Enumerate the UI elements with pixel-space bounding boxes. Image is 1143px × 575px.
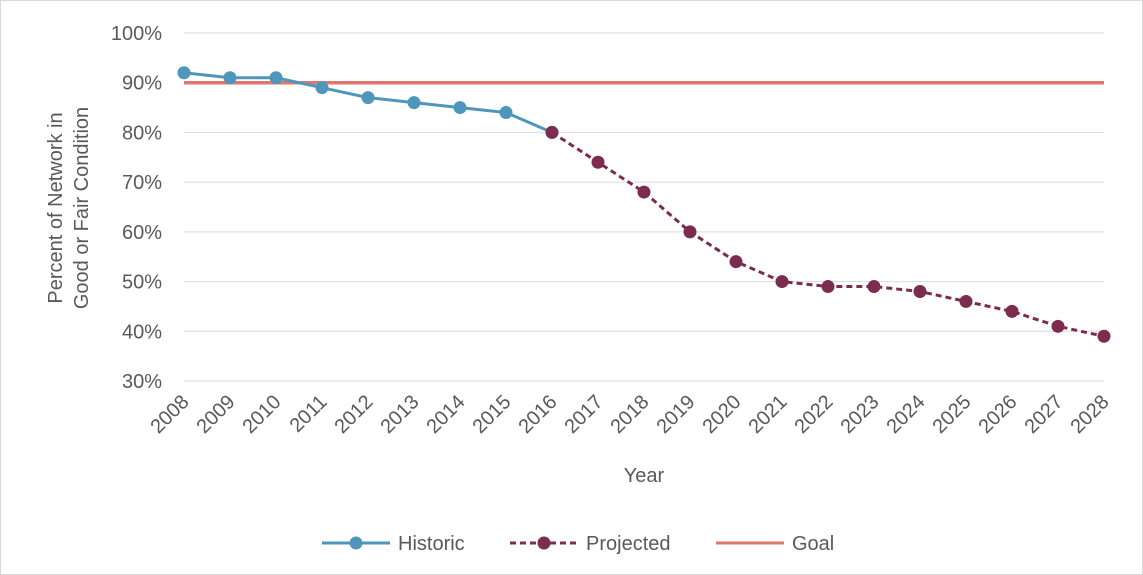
y-tick-label: 80% bbox=[122, 122, 162, 144]
x-tick-label: 2010 bbox=[239, 391, 286, 438]
x-tick-label: 2012 bbox=[331, 391, 378, 438]
gridlines bbox=[184, 32, 1104, 332]
x-tick-label: 2018 bbox=[607, 391, 654, 438]
y-tick-label: 60% bbox=[122, 222, 162, 244]
x-tick-label: 2011 bbox=[286, 391, 332, 437]
projected-data-point bbox=[1051, 319, 1065, 333]
historic-data-point bbox=[407, 96, 421, 110]
y-tick-label: 50% bbox=[122, 272, 162, 294]
x-tick-label: 2025 bbox=[929, 391, 976, 438]
x-tick-label: 2022 bbox=[791, 391, 838, 438]
series-markers bbox=[177, 66, 1111, 343]
x-tick-label: 2009 bbox=[193, 391, 240, 438]
historic-legend-label: Historic bbox=[398, 533, 465, 555]
projected-data-point bbox=[1005, 304, 1019, 318]
y-axis-title-line1: Percent of Network in bbox=[45, 112, 67, 303]
goal-legend-label: Goal bbox=[792, 533, 834, 555]
projected-data-point bbox=[821, 280, 835, 294]
historic-legend-marker bbox=[349, 536, 363, 550]
historic-data-point bbox=[453, 101, 467, 115]
y-axis-title-line2: Good or Fair Condition bbox=[71, 107, 93, 309]
projected-data-point bbox=[545, 125, 559, 139]
projected-data-point bbox=[867, 280, 881, 294]
y-tick-label: 90% bbox=[122, 73, 162, 95]
x-tick-label: 2026 bbox=[975, 391, 1022, 438]
historic-data-point bbox=[361, 91, 375, 105]
projected-data-point bbox=[637, 185, 651, 199]
y-tick-label: 100% bbox=[111, 23, 162, 45]
historic-data-point bbox=[315, 81, 329, 95]
projected-data-point bbox=[913, 285, 927, 299]
y-tick-label: 30% bbox=[122, 371, 162, 393]
x-tick-label: 2027 bbox=[1021, 391, 1068, 438]
x-tick-label: 2024 bbox=[883, 391, 930, 438]
projected-data-point bbox=[775, 275, 789, 289]
projected-data-point bbox=[959, 294, 973, 308]
projected-data-point bbox=[683, 225, 697, 239]
x-tick-label: 2013 bbox=[377, 391, 424, 438]
x-tick-label: 2017 bbox=[561, 391, 608, 438]
y-tick-label: 70% bbox=[122, 172, 162, 194]
x-tick-label: 2016 bbox=[515, 391, 562, 438]
y-tick-label: 40% bbox=[122, 321, 162, 343]
x-tick-label: 2028 bbox=[1067, 391, 1114, 438]
projected-series-line bbox=[551, 131, 1105, 338]
x-axis-title: Year bbox=[624, 465, 665, 487]
historic-data-point bbox=[223, 71, 237, 85]
x-tick-label: 2021 bbox=[745, 391, 792, 438]
x-tick-label: 2020 bbox=[699, 391, 746, 438]
legend: Historic Projected Goal bbox=[322, 533, 834, 555]
projected-data-point bbox=[1097, 329, 1111, 343]
projected-data-point bbox=[591, 155, 605, 169]
historic-data-point bbox=[269, 71, 283, 85]
projected-legend-label: Projected bbox=[586, 533, 671, 555]
projected-data-point bbox=[729, 255, 743, 269]
y-axis-ticks: 30% 40% 50% 60% 70% 80% 90% 100% bbox=[111, 23, 162, 393]
x-tick-label: 2015 bbox=[469, 391, 516, 438]
historic-data-point bbox=[499, 106, 513, 120]
x-tick-label: 2014 bbox=[423, 391, 470, 438]
x-tick-label: 2008 bbox=[147, 391, 194, 438]
x-tick-label: 2019 bbox=[653, 391, 700, 438]
projected-legend-marker bbox=[537, 536, 551, 550]
x-tick-label: 2023 bbox=[837, 391, 884, 438]
historic-data-point bbox=[177, 66, 191, 80]
